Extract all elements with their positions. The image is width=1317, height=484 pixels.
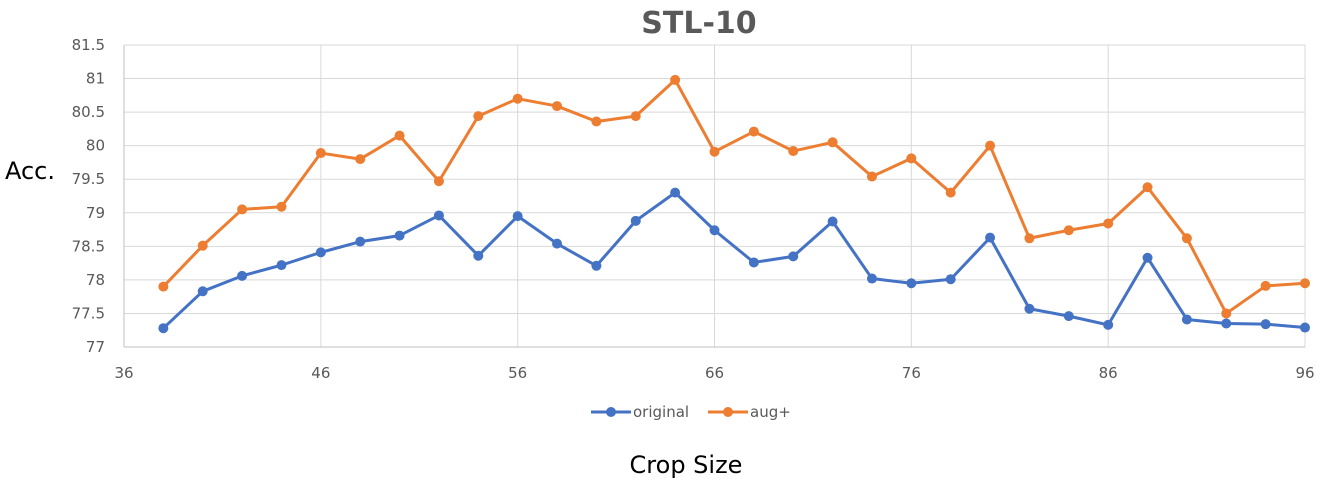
x-tick-label: 86 — [1099, 364, 1118, 382]
data-point — [630, 215, 641, 226]
data-point — [709, 146, 720, 157]
data-point — [591, 260, 602, 271]
data-point — [512, 93, 523, 104]
data-point — [670, 74, 681, 85]
axes: 77 77.5 78 78.5 79 79.5 80 80.5 81 81.5 36 46 56 66 76… — [72, 36, 1315, 382]
data-point — [237, 204, 248, 215]
x-tick-label: 66 — [705, 364, 724, 382]
data-point — [512, 211, 523, 222]
series-original — [158, 187, 1310, 334]
data-point — [748, 257, 759, 268]
data-point — [433, 210, 444, 221]
data-point — [473, 111, 484, 122]
data-point — [1063, 225, 1074, 236]
data-point — [237, 270, 248, 281]
gridlines — [124, 44, 1306, 347]
data-point — [394, 130, 405, 141]
y-tick-label: 78 — [86, 271, 105, 289]
data-point — [1024, 303, 1035, 314]
y-tick-label: 80 — [86, 137, 105, 155]
data-point — [276, 201, 287, 212]
data-point — [709, 225, 720, 236]
x-tick-label: 36 — [114, 364, 133, 382]
data-point — [1103, 319, 1114, 330]
y-tick-label: 80.5 — [72, 103, 105, 121]
legend-label: original — [633, 403, 689, 421]
y-tick-label: 77 — [86, 338, 105, 356]
x-tick-label: 76 — [902, 364, 921, 382]
legend-marker — [723, 407, 733, 417]
series-line — [161, 191, 1307, 330]
data-point — [1221, 308, 1232, 319]
data-point — [315, 247, 326, 258]
x-axis-title: Crop Size — [630, 451, 743, 479]
data-point — [1142, 182, 1153, 193]
y-tick-label: 81 — [86, 70, 105, 88]
data-point — [1181, 233, 1192, 244]
data-point — [866, 273, 877, 284]
series-group — [158, 74, 1310, 334]
data-point — [1260, 280, 1271, 291]
data-point — [355, 154, 366, 165]
data-point — [1142, 252, 1153, 263]
y-tick-label: 79.5 — [72, 170, 105, 188]
chart-title: STL-10 — [641, 6, 756, 41]
data-point — [433, 176, 444, 187]
y-tick-label: 79 — [86, 204, 105, 222]
data-point — [552, 101, 563, 112]
data-point — [788, 146, 799, 157]
data-point — [906, 153, 917, 164]
legend-item: original — [591, 403, 689, 421]
x-tick-label: 46 — [311, 364, 330, 382]
y-axis-title: Acc. — [5, 157, 55, 185]
legend-item: aug+ — [708, 403, 791, 421]
data-point — [985, 232, 996, 243]
data-point — [866, 171, 877, 182]
data-point — [670, 187, 681, 198]
data-point — [1300, 278, 1310, 289]
data-point — [158, 323, 169, 334]
data-point — [1221, 318, 1232, 329]
data-point — [945, 274, 956, 285]
data-point — [748, 126, 759, 137]
data-point — [788, 251, 799, 262]
series-aug-plus — [158, 74, 1310, 319]
legend-label: aug+ — [750, 403, 791, 421]
x-tick-label: 96 — [1295, 364, 1314, 382]
data-point — [197, 286, 208, 297]
data-point — [473, 250, 484, 261]
y-tick-label: 78.5 — [72, 237, 105, 255]
series-line — [161, 78, 1307, 315]
data-point — [945, 187, 956, 198]
data-point — [394, 230, 405, 241]
data-point — [1181, 314, 1192, 325]
data-point — [1063, 311, 1074, 322]
data-point — [355, 236, 366, 247]
data-point — [591, 116, 602, 127]
data-point — [552, 238, 563, 249]
data-point — [276, 260, 287, 271]
y-tick-label: 81.5 — [72, 36, 105, 54]
data-point — [827, 216, 838, 227]
data-point — [630, 111, 641, 122]
data-point — [827, 137, 838, 148]
data-point — [1260, 319, 1271, 330]
data-point — [158, 281, 169, 292]
legend-marker — [606, 407, 616, 417]
data-point — [197, 240, 208, 251]
data-point — [1103, 218, 1114, 229]
data-point — [906, 278, 917, 289]
data-point — [1300, 322, 1310, 333]
data-point — [985, 140, 996, 151]
data-point — [315, 148, 326, 159]
y-tick-label: 77.5 — [72, 304, 105, 322]
data-point — [1024, 233, 1035, 244]
x-tick-label: 56 — [508, 364, 527, 382]
legend: original aug+ — [591, 403, 791, 421]
